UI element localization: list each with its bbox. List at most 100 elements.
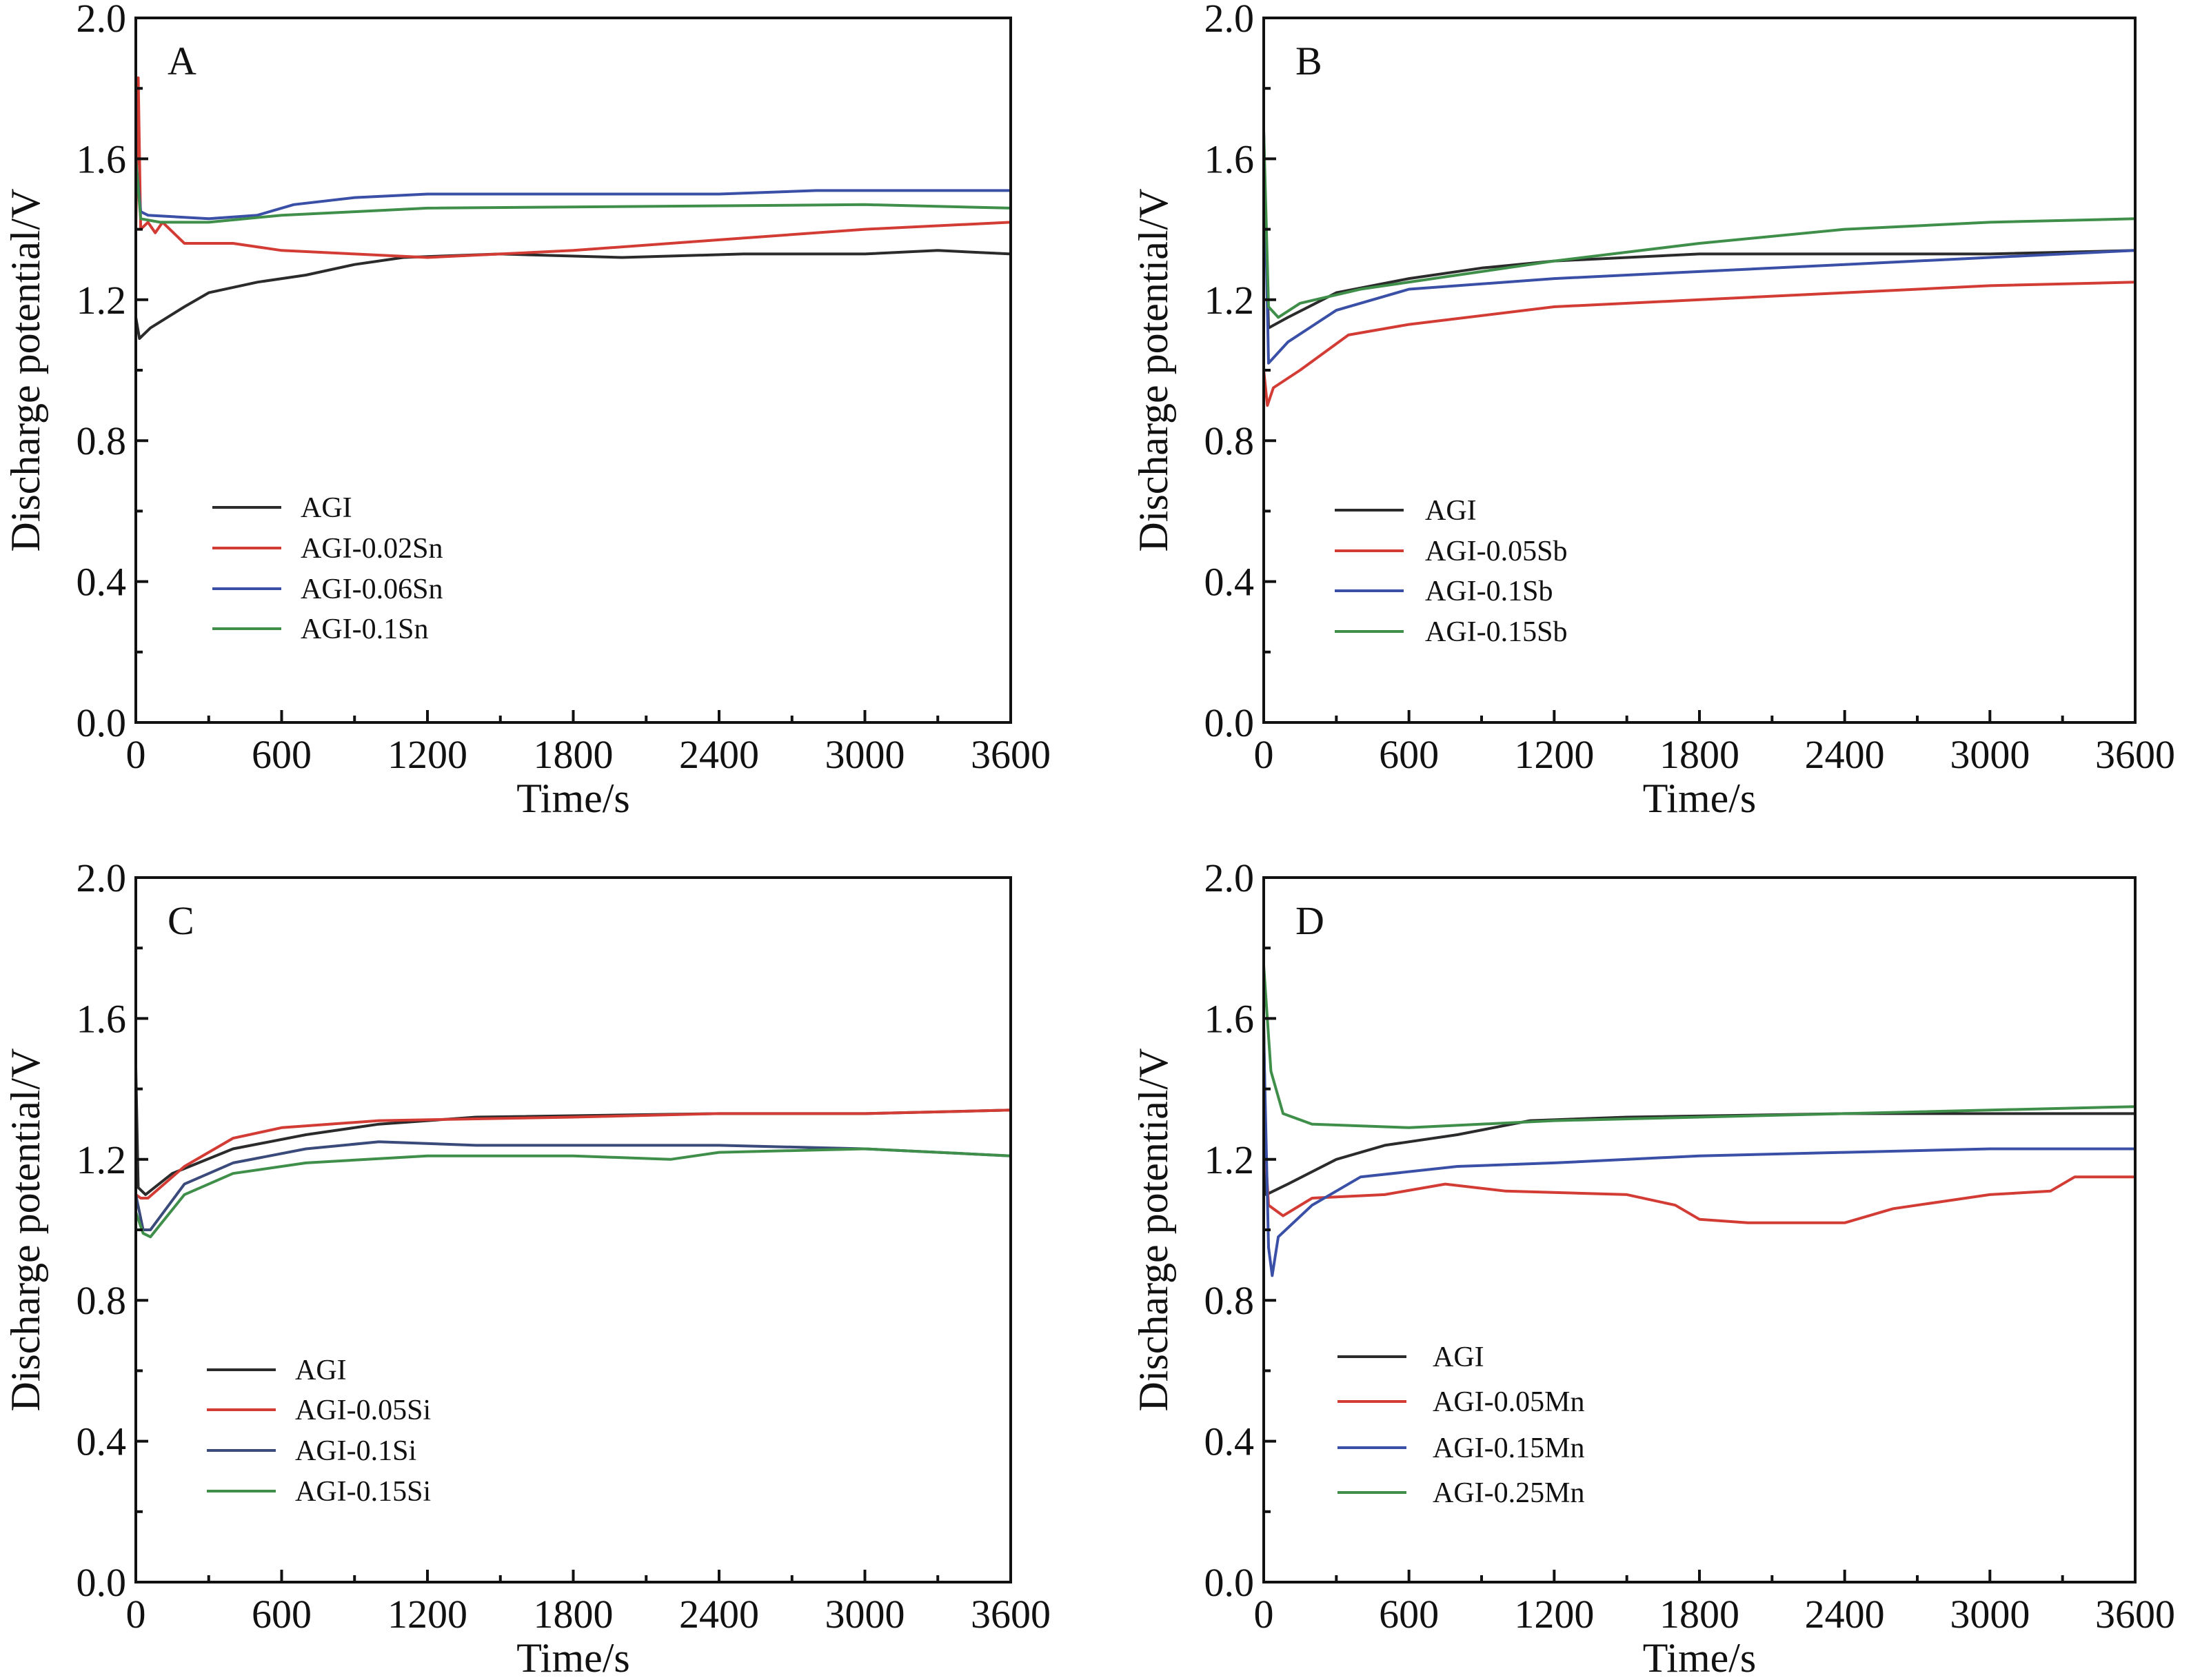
x-tick-label: 3000 bbox=[825, 732, 905, 777]
x-tick-label: 3600 bbox=[2095, 1592, 2175, 1637]
x-tick-label: 1200 bbox=[387, 1592, 467, 1637]
x-tick-label: 600 bbox=[252, 732, 312, 777]
x-tick-label: 3600 bbox=[2095, 732, 2175, 777]
y-axis-label: Discharge potential/V bbox=[3, 188, 48, 551]
x-axis-label: Time/s bbox=[1643, 776, 1757, 821]
y-tick-label: 1.6 bbox=[1204, 136, 1255, 181]
legend-label: AGI bbox=[1425, 495, 1477, 527]
x-tick-label: 3600 bbox=[971, 1592, 1051, 1637]
x-axis-label: Time/s bbox=[1643, 1635, 1757, 1680]
x-axis-label: Time/s bbox=[516, 776, 630, 821]
legend-label: AGI-0.05Sb bbox=[1425, 536, 1568, 567]
panel-label: B bbox=[1295, 39, 1322, 83]
y-tick-label: 0.4 bbox=[1204, 1419, 1255, 1464]
y-tick-label: 0.8 bbox=[77, 418, 127, 463]
plot-frame bbox=[134, 17, 1012, 724]
legend: AGI AGI-0.05Si AGI-0.1Si AGI-0.15Si bbox=[207, 1355, 431, 1508]
x-tick-label: 0 bbox=[1254, 1592, 1274, 1637]
y-tick-label: 1.6 bbox=[77, 996, 127, 1041]
x-tick-label: 0 bbox=[1254, 732, 1274, 777]
series-line-agi bbox=[1262, 1018, 2135, 1196]
series-line-agi-0.15sb bbox=[1262, 130, 2136, 319]
x-tick-label: 1200 bbox=[1514, 1592, 1594, 1637]
panel-label: A bbox=[168, 39, 196, 83]
x-tick-label: 3000 bbox=[1950, 1592, 2030, 1637]
y-tick-label: 2.0 bbox=[77, 856, 127, 900]
y-tick-label: 2.0 bbox=[1204, 856, 1255, 900]
series-line-agi-0.02sn bbox=[134, 76, 1011, 259]
x-tick-label: 0 bbox=[126, 732, 146, 777]
y-tick-label: 1.6 bbox=[77, 136, 127, 181]
panel-d: 0 600 1200 1800 2400 3000 3600 0.0 0.4 0.8 1.2 1.6 2… bbox=[1131, 856, 2175, 1680]
legend: AGI AGI-0.02Sn AGI-0.06Sn AGI-0.1Sn bbox=[212, 492, 443, 645]
y-tick-label: 0.0 bbox=[1204, 700, 1255, 745]
panel-c: 0 600 1200 1800 2400 3000 3600 0.0 0.4 0.8 1.2 1.6 2… bbox=[3, 856, 1051, 1680]
y-tick-label: 0.0 bbox=[1204, 1560, 1255, 1605]
x-tick-label: 1800 bbox=[1659, 1592, 1739, 1637]
legend-label: AGI-0.1Sb bbox=[1425, 576, 1553, 607]
y-tick-label: 0.0 bbox=[77, 700, 127, 745]
series-line-agi-0.06sn bbox=[134, 159, 1011, 221]
panel-a: 0 600 1200 1800 2400 3000 3600 0.0 0.4 0.8 1.2 1.6 2… bbox=[3, 0, 1051, 821]
legend-label: AGI-0.25Mn bbox=[1433, 1477, 1584, 1509]
series-line-agi-0.1sb bbox=[1262, 130, 2136, 365]
legend-label: AGI-0.06Sn bbox=[301, 574, 443, 605]
series-line-agi bbox=[134, 249, 1011, 340]
y-tick-label: 0.4 bbox=[77, 1419, 127, 1464]
y-tick-label: 0.8 bbox=[1204, 1278, 1255, 1323]
y-tick-label: 1.2 bbox=[77, 1137, 127, 1182]
legend-label: AGI-0.15Mn bbox=[1433, 1433, 1584, 1464]
x-tick-label: 600 bbox=[1379, 1592, 1439, 1637]
legend: AGI AGI-0.05Sb AGI-0.1Sb AGI-0.15Sb bbox=[1335, 495, 1568, 648]
series-line-agi-0.05mn bbox=[1262, 1124, 2135, 1224]
y-axis-label: Discharge potential/V bbox=[1131, 188, 1176, 551]
x-tick-label: 1200 bbox=[387, 732, 467, 777]
x-tick-label: 0 bbox=[126, 1592, 146, 1637]
x-tick-label: 1800 bbox=[534, 732, 614, 777]
series-line-agi-0.15mn bbox=[1262, 1035, 2135, 1277]
x-tick-label: 2400 bbox=[679, 1592, 759, 1637]
panel-b: 0 600 1200 1800 2400 3000 3600 0.0 0.4 0.8 1.2 1.6 2… bbox=[1131, 0, 2175, 821]
series-line-agi-0.1si bbox=[134, 1140, 1011, 1231]
y-tick-label: 1.2 bbox=[77, 278, 127, 323]
x-axis-label: Time/s bbox=[516, 1635, 630, 1680]
x-tick-label: 1800 bbox=[534, 1592, 614, 1637]
series-line-agi-0.15si bbox=[134, 1147, 1011, 1239]
plot-frame bbox=[1262, 876, 2137, 1583]
legend-label: AGI-0.15Si bbox=[295, 1476, 431, 1508]
panel-label: D bbox=[1295, 898, 1324, 943]
legend-label: AGI-0.02Sn bbox=[301, 533, 443, 565]
y-tick-label: 0.8 bbox=[77, 1278, 127, 1323]
series-line-agi-0.05si bbox=[134, 1109, 1011, 1200]
series-line-agi-0.1sn bbox=[134, 159, 1011, 224]
y-tick-label: 2.0 bbox=[1204, 0, 1255, 41]
series-line-agi-0.25mn bbox=[1262, 965, 2136, 1129]
x-tick-label: 1200 bbox=[1514, 732, 1594, 777]
x-tick-label: 3000 bbox=[1950, 732, 2030, 777]
x-tick-label: 3600 bbox=[971, 732, 1051, 777]
y-tick-label: 0.0 bbox=[77, 1560, 127, 1605]
x-tick-label: 1800 bbox=[1659, 732, 1739, 777]
y-axis-label: Discharge potential/V bbox=[3, 1048, 48, 1411]
y-axis-label: Discharge potential/V bbox=[1131, 1048, 1176, 1411]
y-tick-label: 1.6 bbox=[1204, 996, 1255, 1041]
x-tick-label: 600 bbox=[252, 1592, 312, 1637]
legend-label: AGI bbox=[295, 1355, 347, 1386]
legend-label: AGI-0.15Sb bbox=[1425, 616, 1568, 648]
y-tick-label: 0.8 bbox=[1204, 418, 1255, 463]
legend-label: AGI bbox=[301, 492, 352, 524]
legend-label: AGI-0.05Mn bbox=[1433, 1386, 1584, 1418]
x-tick-label: 600 bbox=[1379, 732, 1439, 777]
x-tick-label: 2400 bbox=[1805, 732, 1885, 777]
series-line-agi bbox=[1262, 159, 2136, 330]
y-tick-label: 1.2 bbox=[1204, 1137, 1255, 1182]
y-tick-label: 0.4 bbox=[77, 560, 127, 605]
x-tick-label: 2400 bbox=[1805, 1592, 1885, 1637]
y-tick-label: 2.0 bbox=[77, 0, 127, 41]
legend-label: AGI bbox=[1433, 1342, 1484, 1373]
plot-frame bbox=[1262, 17, 2137, 724]
x-tick-label: 3000 bbox=[825, 1592, 905, 1637]
panel-label: C bbox=[168, 898, 194, 943]
legend-label: AGI-0.1Sn bbox=[301, 614, 429, 645]
